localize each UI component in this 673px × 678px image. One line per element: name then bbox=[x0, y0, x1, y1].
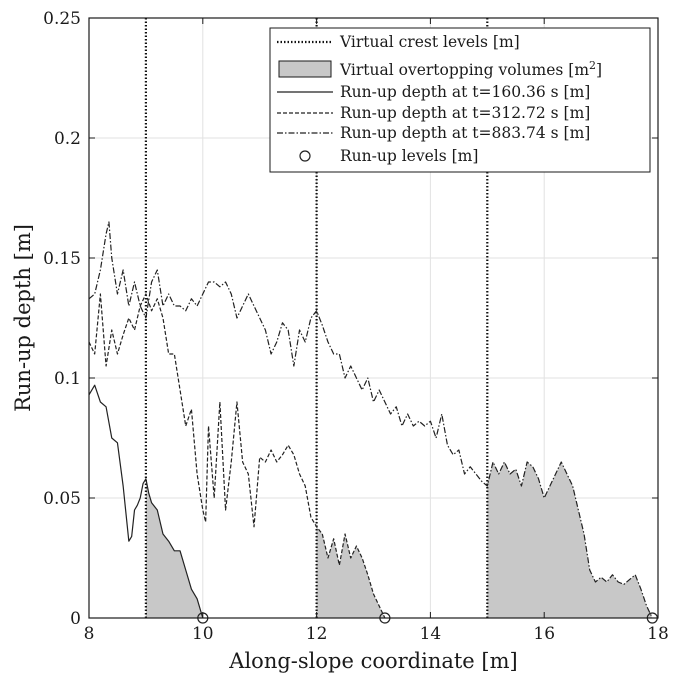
x-tick-label-2: 12 bbox=[306, 624, 328, 644]
y-tick-label-0: 0 bbox=[70, 609, 81, 629]
y-tick-label-1: 0.05 bbox=[43, 489, 81, 509]
overtopping-fill-1 bbox=[145, 478, 203, 618]
y-tick-label-5: 0.25 bbox=[43, 9, 81, 29]
legend-series2-label: Run-up depth at t=312.72 s [m] bbox=[340, 104, 590, 122]
x-axis-label: Along-slope coordinate [m] bbox=[228, 649, 517, 673]
axis-ticks: 8 10 12 14 16 18 0 0.05 0.1 0.15 0.2 0.25 bbox=[43, 9, 669, 644]
series-line-3 bbox=[88, 221, 653, 619]
overtopping-fill-3 bbox=[487, 462, 653, 618]
series-lines bbox=[88, 221, 653, 619]
x-tick-label-0: 8 bbox=[84, 624, 95, 644]
legend-runup-label: Run-up levels [m] bbox=[340, 147, 478, 165]
legend-runup-marker bbox=[299, 150, 311, 162]
plot-frame bbox=[88, 17, 659, 619]
legend-crest-label: Virtual crest levels [m] bbox=[339, 33, 520, 51]
series-line-1 bbox=[88, 384, 204, 619]
y-tick-label-3: 0.15 bbox=[43, 249, 81, 269]
y-tick-label-4: 0.2 bbox=[54, 129, 81, 149]
legend-series3-label: Run-up depth at t=883.74 s [m] bbox=[340, 124, 590, 142]
y-axis-label: Run-up depth [m] bbox=[11, 224, 35, 412]
overtopping-volumes bbox=[145, 462, 653, 618]
series-line-2 bbox=[88, 293, 386, 619]
legend: Virtual crest levels [m] Virtual overtop… bbox=[269, 27, 651, 173]
overtopping-fill-2 bbox=[316, 526, 385, 618]
x-tick-label-3: 14 bbox=[420, 624, 442, 644]
legend-overtopping-label: Virtual overtopping volumes [m2] bbox=[339, 59, 602, 79]
y-tick-label-2: 0.1 bbox=[54, 369, 81, 389]
x-tick-label-5: 18 bbox=[647, 624, 669, 644]
x-tick-label-1: 10 bbox=[192, 624, 214, 644]
x-tick-label-4: 16 bbox=[533, 624, 555, 644]
legend-box bbox=[269, 27, 651, 173]
legend-overtopping-swatch bbox=[278, 60, 332, 78]
legend-series1-label: Run-up depth at t=160.36 s [m] bbox=[340, 83, 590, 101]
